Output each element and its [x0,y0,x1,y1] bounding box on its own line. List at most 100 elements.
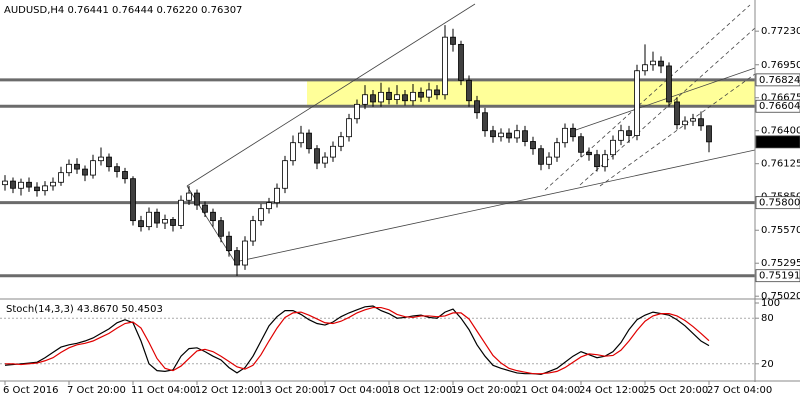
y-tick-label: 0.76125 [761,159,800,170]
candle-body [194,192,200,206]
x-tick-label: 21 Oct 04:00 [515,385,580,396]
candle-body [290,142,296,162]
candle-body [602,154,608,168]
candle-body [66,163,72,174]
candle-body [178,199,184,226]
candle-body [114,166,120,172]
candle-body [10,180,16,189]
candle-body [42,185,48,192]
price-label-box [755,135,800,149]
candle-body [330,145,336,158]
candle-body [258,208,264,222]
level-label: 0.75191 [759,271,800,282]
candle-body [306,132,312,150]
level-label: 0.76604 [759,101,800,112]
y-tick-label: 0.76950 [761,60,800,71]
candle-body [18,181,24,189]
candle-body [386,91,392,100]
candle-body [106,156,112,168]
candle-body [650,60,656,66]
candle-body [218,220,224,237]
candle-body [506,132,512,139]
y-tick-label: 0.76675 [761,93,800,104]
candle-body [162,219,168,224]
indicator-line [4,305,710,376]
candle-body [482,112,488,132]
candle-body [378,91,384,103]
candle-body [706,125,712,143]
candle-body [594,154,600,168]
candle-body [626,130,632,136]
candle-body [522,130,528,142]
level-label-box [755,196,800,210]
candle-body [490,130,496,138]
x-tick-label: 25 Oct 20:00 [643,385,708,396]
candle-body [266,202,272,210]
trend-line [569,67,756,133]
y-tick-label: 0.75295 [761,258,800,269]
candle-layer [2,25,712,276]
candle-body [546,156,552,165]
candle-body [410,91,416,102]
candle-body [402,94,408,102]
candle-body [50,181,56,187]
candle-body [34,186,40,192]
candle-body [570,127,576,138]
candle-body [634,70,640,136]
level-label-box [755,269,800,283]
candle-body [642,64,648,72]
candle-body [338,136,344,147]
trend-line [234,149,756,263]
candle-body [154,211,160,224]
candle-body [250,220,256,242]
candle-body [610,139,616,156]
candle-body [450,36,456,45]
candle-body [346,118,352,138]
candle-body [210,211,216,222]
level-label: 0.76824 [759,75,800,86]
candle-body [442,36,448,96]
candle-body [122,171,128,180]
candle-body [682,120,688,126]
x-tick-label: 13 Oct 20:00 [259,385,324,396]
candle-body [370,94,376,103]
candle-body [658,60,664,67]
candle-body [674,101,680,126]
candle-body [586,151,592,156]
price-label: 0.76307 [759,137,800,148]
candle-body [298,132,304,144]
candle-body [466,79,472,102]
candle-body [498,132,504,138]
x-tick-label: 24 Oct 12:00 [579,385,644,396]
trend-line [599,73,756,187]
candle-body [530,141,536,150]
axis-layer: 0.77230 0.76950 0.76675 0.76400 0.76125 0.758… [3,26,800,396]
indicator-title: Stoch(14,3,3) 43.8670 50.4503 [6,304,163,315]
x-tick-label: 12 Oct 12:00 [195,385,260,396]
candle-body [74,163,80,170]
candle-body [538,148,544,165]
indicator-line [5,306,710,375]
candle-body [274,187,280,204]
candle-body [426,89,432,98]
candle-body [666,65,672,103]
level-label: 0.75800 [759,198,800,209]
candle-body [418,91,424,98]
level-layer [0,78,755,278]
x-tick-label: 18 Oct 12:00 [387,385,452,396]
y-tick-label: 20 [761,359,774,370]
x-tick-label: 19 Oct 20:00 [451,385,516,396]
candle-body [434,89,440,96]
x-tick-label: 11 Oct 04:00 [131,385,196,396]
candle-body [618,130,624,141]
level-label-box [755,99,800,113]
candle-body [394,94,400,100]
candle-body [698,118,704,127]
candle-body [202,204,208,213]
candle-body [474,100,480,114]
candle-body [170,219,176,226]
candle-body [226,235,232,252]
x-tick-label: 6 Oct 2016 [3,385,58,396]
candle-body [234,250,240,266]
